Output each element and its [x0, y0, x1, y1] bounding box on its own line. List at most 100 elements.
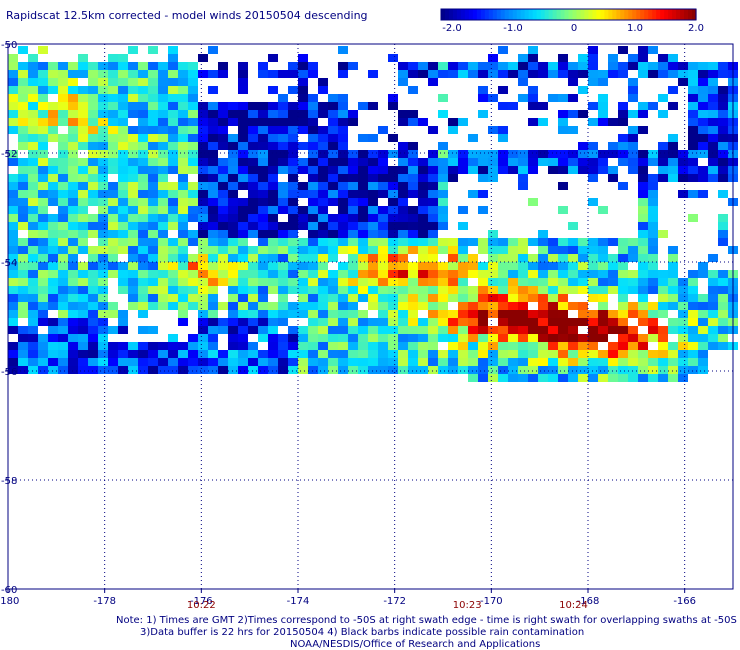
- wind-cell: [478, 350, 488, 358]
- wind-cell: [418, 270, 428, 278]
- wind-cell: [198, 310, 208, 318]
- wind-cell: [508, 238, 518, 246]
- colorbar-tick-label: 2.0: [688, 23, 704, 34]
- wind-cell: [308, 206, 318, 214]
- wind-cell: [548, 318, 558, 326]
- wind-cell: [698, 118, 708, 126]
- wind-cell: [218, 62, 228, 70]
- colorbar-segment: [576, 9, 582, 20]
- wind-cell: [68, 134, 78, 142]
- wind-cell: [668, 86, 678, 94]
- colorbar-segment: [520, 9, 526, 20]
- wind-cell: [548, 294, 558, 302]
- wind-cell: [88, 142, 98, 150]
- wind-cell: [198, 126, 208, 134]
- wind-cell: [208, 222, 218, 230]
- wind-cell: [228, 238, 238, 246]
- wind-cell: [328, 190, 338, 198]
- wind-cell: [348, 350, 358, 358]
- wind-cell: [498, 150, 508, 158]
- wind-cell: [28, 246, 38, 254]
- wind-cell: [428, 270, 438, 278]
- wind-cell: [248, 342, 258, 350]
- wind-cell: [318, 262, 328, 270]
- wind-cell: [8, 230, 18, 238]
- wind-cell: [38, 110, 48, 118]
- wind-cell: [298, 54, 308, 62]
- wind-cell: [578, 166, 588, 174]
- wind-cell: [178, 254, 188, 262]
- wind-cell: [188, 126, 198, 134]
- wind-cell: [588, 150, 598, 158]
- wind-cell: [158, 86, 168, 94]
- wind-cell: [308, 230, 318, 238]
- wind-cell: [128, 174, 138, 182]
- wind-cell: [568, 246, 578, 254]
- wind-cell: [698, 78, 708, 86]
- wind-cell: [228, 318, 238, 326]
- wind-cell: [608, 326, 618, 334]
- wind-cell: [408, 166, 418, 174]
- wind-cell: [18, 262, 28, 270]
- wind-cell: [48, 334, 58, 342]
- wind-cell: [88, 286, 98, 294]
- wind-cell: [48, 214, 58, 222]
- wind-cell: [288, 342, 298, 350]
- wind-cell: [208, 230, 218, 238]
- wind-cell: [228, 118, 238, 126]
- wind-cell: [608, 54, 618, 62]
- wind-cell: [438, 142, 448, 150]
- wind-cell: [238, 102, 248, 110]
- wind-cell: [258, 254, 268, 262]
- wind-cell: [238, 278, 248, 286]
- wind-cell: [238, 110, 248, 118]
- wind-cell: [478, 342, 488, 350]
- wind-cell: [618, 262, 628, 270]
- wind-cell: [238, 294, 248, 302]
- wind-cell: [98, 326, 108, 334]
- wind-cell: [148, 62, 158, 70]
- wind-cell: [278, 70, 288, 78]
- wind-cell: [308, 342, 318, 350]
- wind-cell: [378, 126, 388, 134]
- wind-cell: [678, 70, 688, 78]
- wind-cell: [108, 110, 118, 118]
- wind-cell: [48, 262, 58, 270]
- wind-cell: [188, 142, 198, 150]
- wind-cell: [518, 254, 528, 262]
- wind-cell: [108, 246, 118, 254]
- wind-cell: [598, 254, 608, 262]
- wind-cell: [718, 302, 728, 310]
- wind-cell: [168, 102, 178, 110]
- wind-cell: [118, 102, 128, 110]
- wind-cell: [338, 206, 348, 214]
- wind-cell: [108, 158, 118, 166]
- wind-cell: [48, 110, 58, 118]
- wind-cell: [228, 214, 238, 222]
- wind-cell: [98, 238, 108, 246]
- wind-cell: [88, 342, 98, 350]
- wind-cell: [128, 270, 138, 278]
- wind-cell: [318, 190, 328, 198]
- wind-cell: [668, 374, 678, 382]
- wind-cell: [698, 110, 708, 118]
- wind-cell: [288, 326, 298, 334]
- wind-cell: [528, 358, 538, 366]
- wind-cell: [528, 62, 538, 70]
- wind-cell: [158, 286, 168, 294]
- wind-cell: [118, 134, 128, 142]
- wind-cell: [558, 278, 568, 286]
- wind-cell: [128, 62, 138, 70]
- wind-cell: [648, 150, 658, 158]
- wind-cell: [188, 334, 198, 342]
- wind-cell: [98, 174, 108, 182]
- wind-cell: [88, 102, 98, 110]
- wind-cell: [488, 326, 498, 334]
- wind-cell: [648, 366, 658, 374]
- wind-cell: [208, 302, 218, 310]
- wind-cell: [8, 86, 18, 94]
- wind-cell: [318, 150, 328, 158]
- x-tick-label: -180: [0, 596, 19, 607]
- wind-cell: [308, 246, 318, 254]
- wind-cell: [88, 78, 98, 86]
